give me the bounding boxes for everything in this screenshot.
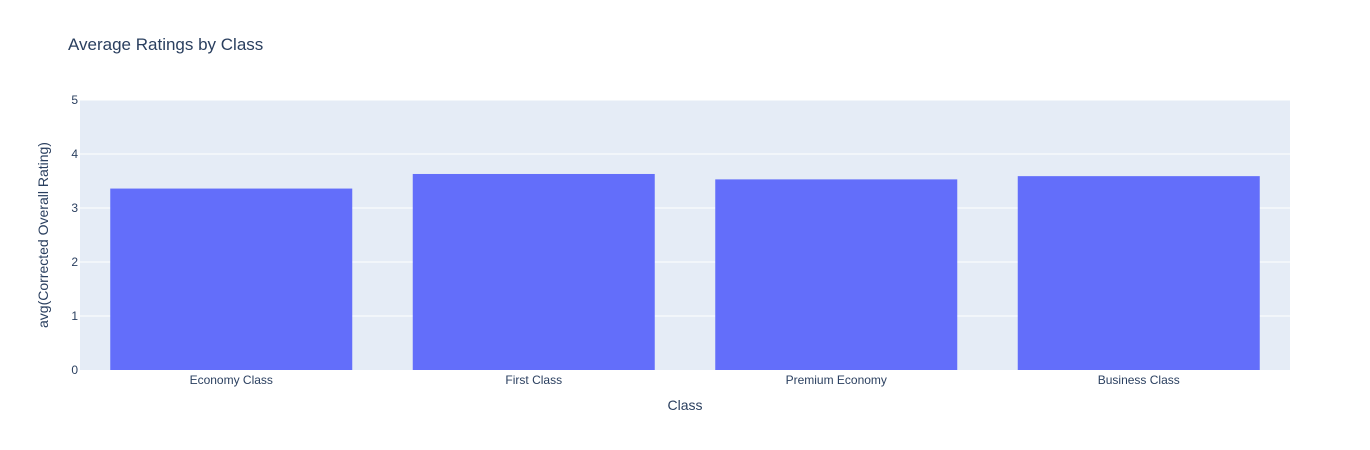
y-tick-label: 2 bbox=[71, 255, 78, 269]
y-tick-label: 1 bbox=[71, 309, 78, 323]
bars bbox=[110, 173, 1260, 370]
x-axis-ticks: Economy Class First Class Premium Economy B… bbox=[190, 373, 1180, 387]
y-tick-label: 4 bbox=[71, 147, 78, 161]
y-tick-label: 3 bbox=[71, 201, 78, 215]
x-tick-label: First Class bbox=[505, 373, 562, 387]
bar-first-class[interactable] bbox=[412, 173, 655, 370]
x-tick-label: Premium Economy bbox=[786, 373, 887, 387]
y-axis-title: avg(Corrected Overall Rating) bbox=[35, 142, 51, 328]
bar-business-class[interactable] bbox=[1017, 176, 1260, 370]
y-tick-label: 5 bbox=[71, 93, 78, 107]
x-tick-label: Business Class bbox=[1098, 373, 1180, 387]
chart-title: Average Ratings by Class bbox=[68, 35, 263, 54]
bar-premium-economy[interactable] bbox=[715, 179, 958, 370]
x-axis-title: Class bbox=[667, 397, 702, 413]
x-tick-label: Economy Class bbox=[190, 373, 273, 387]
y-axis-ticks: 0 1 2 3 4 5 bbox=[71, 93, 78, 377]
y-tick-label: 0 bbox=[71, 363, 78, 377]
bar-economy-class[interactable] bbox=[110, 188, 353, 370]
